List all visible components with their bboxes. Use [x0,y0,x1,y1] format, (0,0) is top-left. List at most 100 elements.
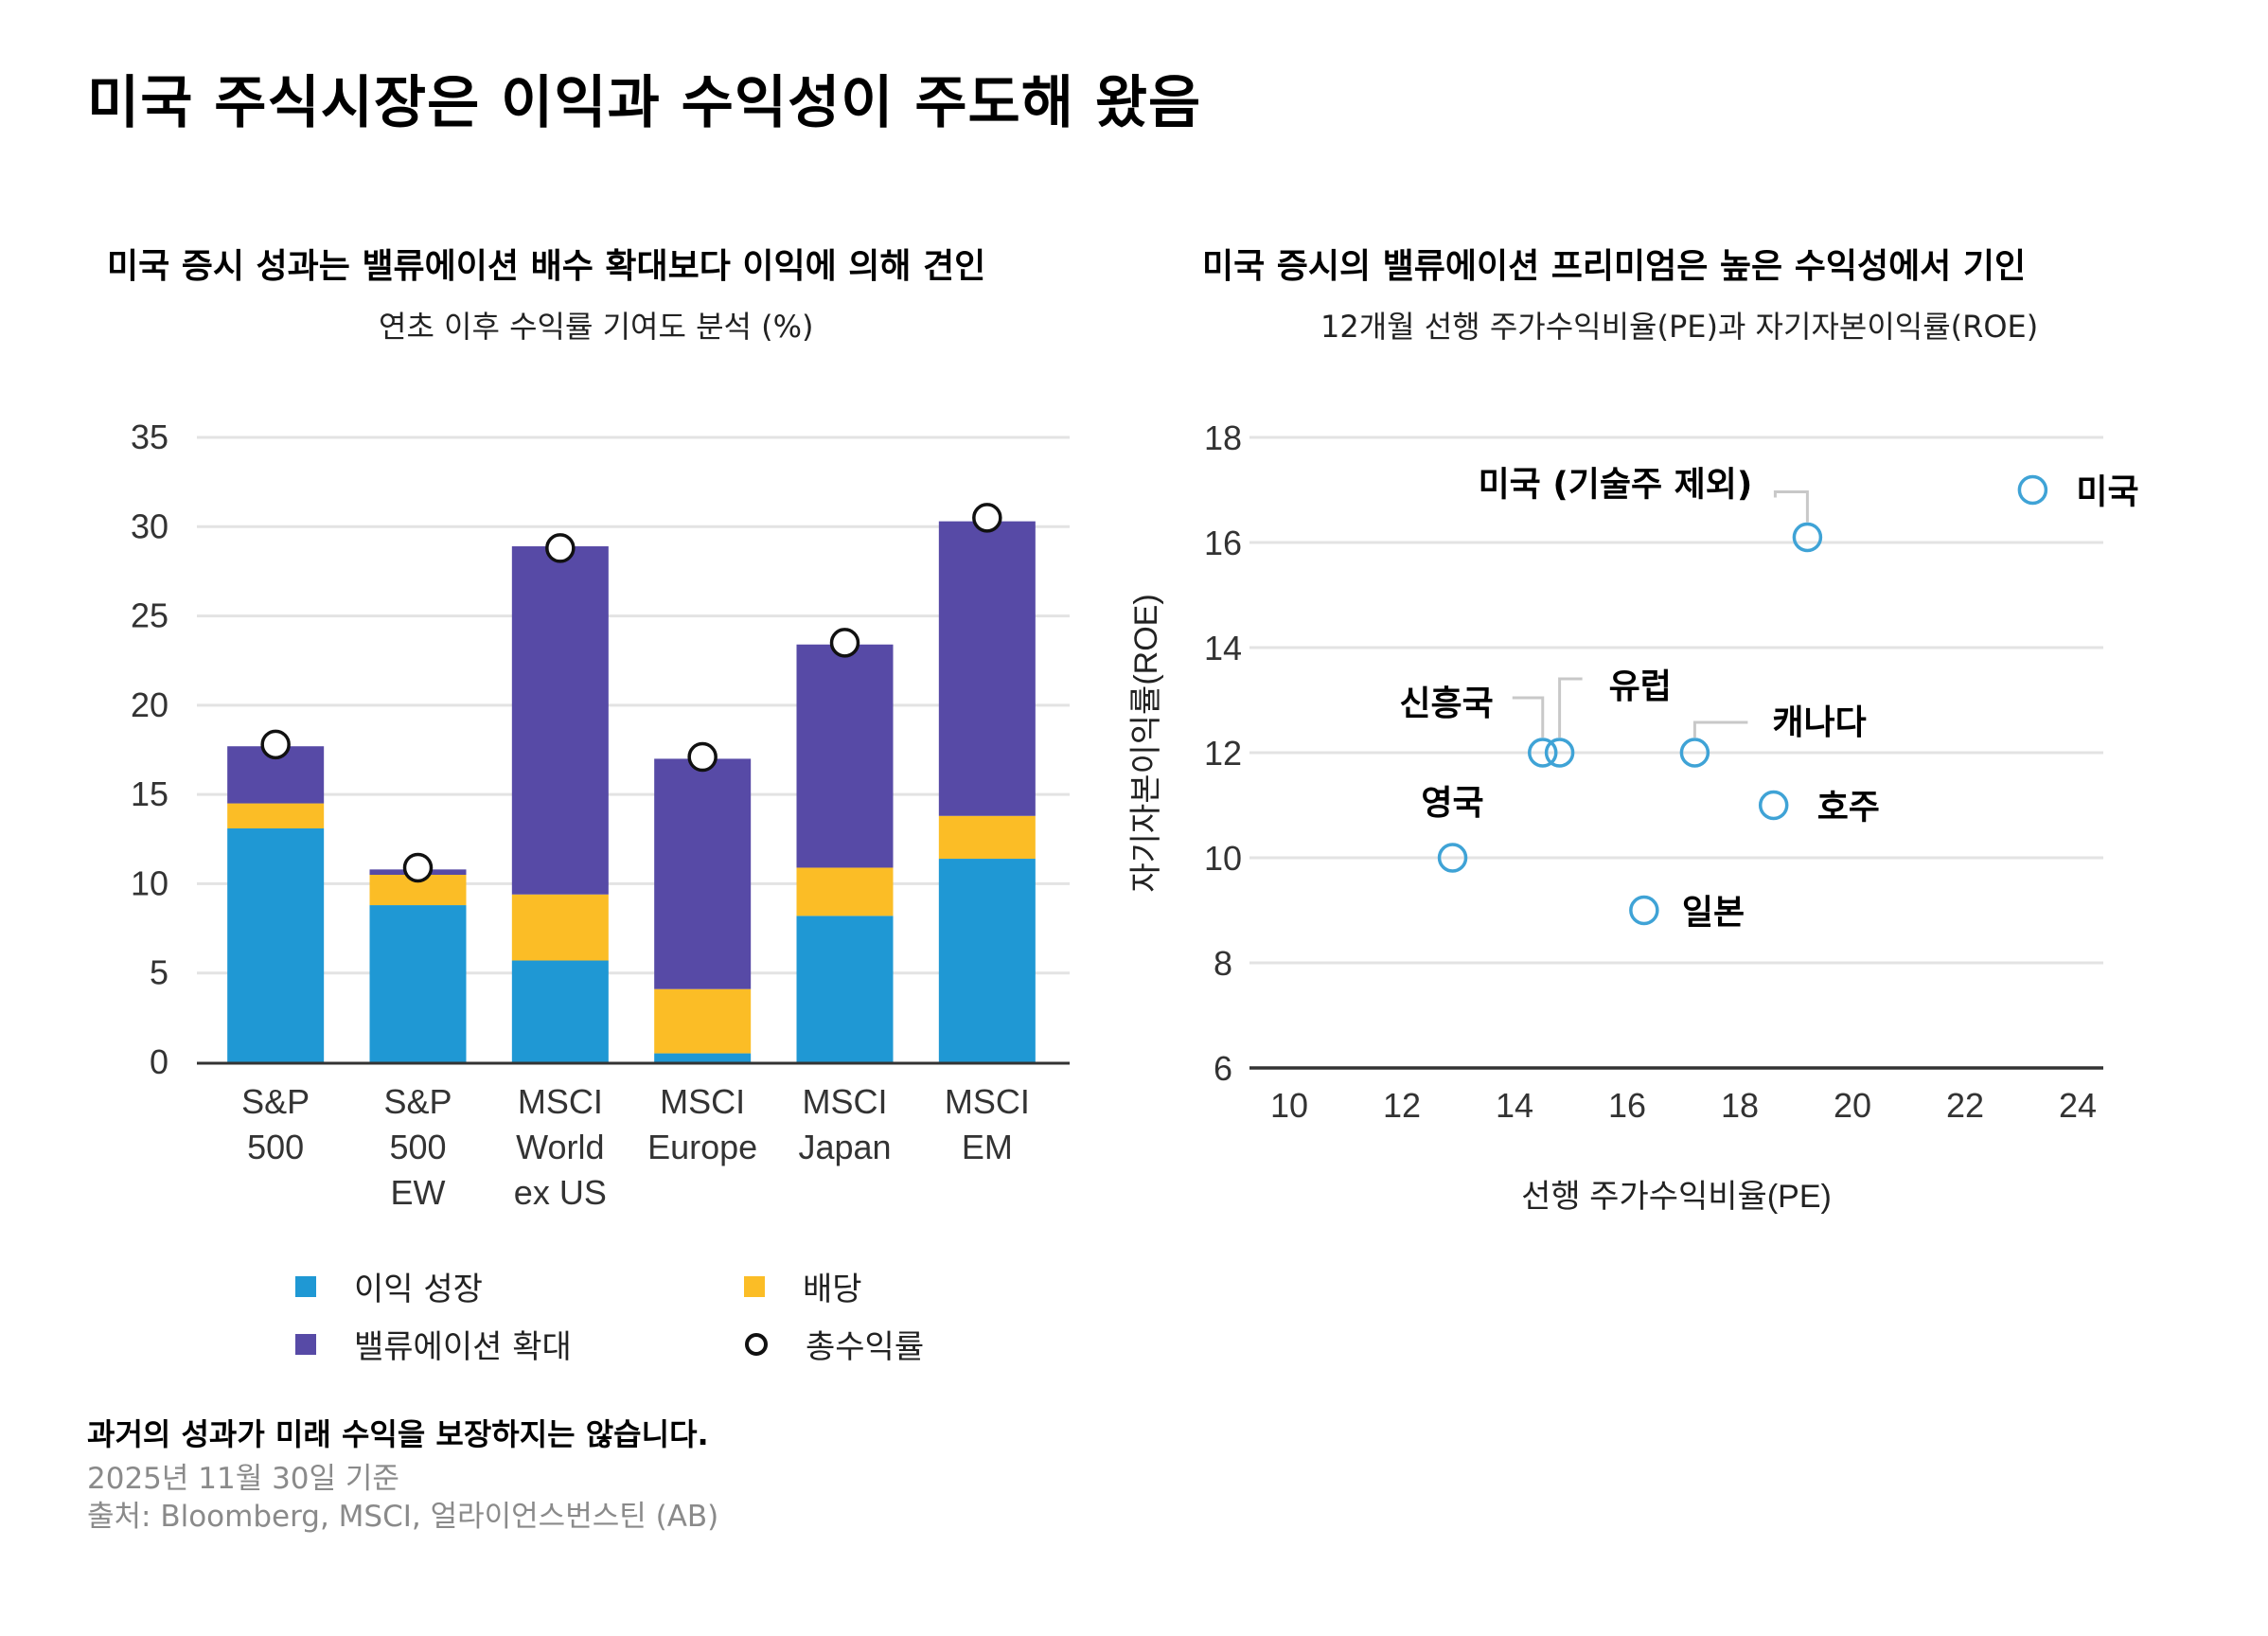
scatter-point [1544,738,1575,768]
right-chart-title: 미국 증시의 밸류에이션 프리미엄은 높은 수익성에서 기인 [1202,247,2027,286]
legend-label-total: 총수익률 [806,1328,925,1366]
point-label: 신흥국 [1399,685,1493,723]
point-label: 미국 (기술주 제외) [1479,465,1753,504]
x-tick-label: 10 [1270,1086,1308,1125]
legend-label-dividend: 배당 [803,1271,862,1308]
point-label: 호주 [1817,789,1880,827]
y-tick-label: 30 [131,507,168,545]
legend-swatch-dividend [744,1275,765,1297]
legend-label-valuation: 밸류에이션 확대 [354,1328,572,1366]
y-tick-label: 18 [1204,418,1242,457]
label-leader-line [1512,696,1545,738]
bar-segment-earnings [796,916,894,1062]
page-title: 미국 주식시장은 이익과 수익성이 주도해 왔음 [87,70,1202,136]
y-tick-label: 14 [1204,629,1242,667]
bar-stack [938,521,1036,1062]
as-of-date: 2025년 11월 30일 기준 [87,1462,399,1496]
y-tick-label: 12 [1204,734,1242,773]
legend-item-valuation: 밸류에이션 확대 [295,1321,572,1367]
y-tick-label: 16 [1204,524,1242,562]
bar-segment-earnings [938,859,1036,1062]
x-tick-label: MSCI World ex US [514,1082,607,1212]
bar-stack [654,758,752,1062]
point-label: 유럽 [1609,667,1672,706]
legend-swatch-earnings [295,1275,316,1297]
y-tick-label: 35 [131,418,168,456]
scatter-point [1679,738,1710,768]
left-chart-title: 미국 증시 성과는 밸류에이션 배수 확대보다 이익에 의해 견인 [107,247,986,286]
bar-chart: 0 5 10 15 20 25 30 35 S&P 500 S&P 500 EW MSCI World ex… [131,418,1070,1212]
bar-stack [511,546,609,1062]
scatter-point [1792,522,1823,553]
y-tick-label: 15 [131,774,168,813]
bar-segment-dividend [654,988,752,1054]
label-leader-line [1773,489,1809,523]
bar-segment-earnings [511,960,609,1062]
x-tick-label: 16 [1608,1086,1646,1125]
point-label: 미국 [2076,473,2138,512]
bar-segment-earnings [369,905,467,1062]
scatter-point [1758,790,1789,821]
disclaimer: 과거의 성과가 미래 수익을 보장하지는 않습니다. [87,1416,709,1452]
x-tick-label: MSCI Europe [647,1082,757,1166]
scatter-point [1528,738,1558,768]
bar-segment-dividend [511,894,609,961]
bar-segment-dividend [227,803,325,828]
y-tick-label: 25 [131,596,168,635]
x-tick-label: S&P 500 EW [383,1082,452,1212]
y-tick-label: 8 [1214,944,1232,983]
legend-label-earnings: 이익 성장 [354,1271,483,1308]
right-chart-subtitle: 12개월 선행 주가수익비율(PE)과 자기자본이익률(ROE) [1320,309,2039,345]
point-label: 영국 [1421,784,1483,823]
scatter-chart: 6 8 10 12 14 16 18 10 12 14 16 18 20 22 24 미국 미국 (기술주 … [1128,418,2139,1215]
total-return-marker [545,533,576,563]
bar-stack [796,644,894,1062]
bar-stack [369,869,467,1062]
left-chart-subtitle: 연초 이후 수익률 기여도 분석 (%) [379,309,814,345]
bar-segment-valuation [938,521,1036,816]
y-tick-label: 10 [1204,839,1242,878]
scatter-point [1629,895,1659,926]
y-tick-label: 20 [131,685,168,724]
bar-segment-earnings [227,827,325,1062]
bar-segment-valuation [511,546,609,895]
label-leader-line [1558,677,1583,738]
scatter-point [1437,843,1468,873]
bar-segment-earnings [654,1053,752,1062]
legend-item-earnings: 이익 성장 [295,1263,483,1309]
source-note: 출처: Bloomberg, MSCI, 얼라이언스번스틴 (AB) [87,1500,719,1534]
legend-swatch-valuation [295,1333,316,1355]
total-return-marker-icon [745,1332,768,1356]
bar-segment-dividend [796,867,894,916]
x-tick-label: 14 [1496,1086,1533,1125]
x-tick-label: MSCI Japan [798,1082,891,1166]
total-return-marker [402,852,434,883]
x-tick-label: S&P 500 [241,1082,310,1166]
point-label: 캐나다 [1772,703,1866,742]
legend-item-dividend: 배당 [744,1263,862,1309]
total-return-marker [687,741,718,773]
bar-segment-dividend [938,815,1036,860]
y-tick-label: 0 [150,1042,168,1081]
x-tick-label: 24 [2059,1086,2097,1125]
x-tick-label: 20 [1834,1086,1871,1125]
legend-item-total: 총수익률 [745,1321,925,1367]
total-return-marker [829,628,860,658]
total-return-marker [972,503,1002,533]
y-tick-label: 6 [1214,1049,1232,1088]
scatter-y-axis-title: 자기자본이익률(ROE) [1128,594,1164,892]
x-tick-label: MSCI EM [945,1082,1030,1166]
point-label: 일본 [1682,894,1745,933]
bar-stack [227,746,325,1062]
total-return-marker [260,729,291,760]
bar-segment-valuation [654,758,752,989]
x-tick-label: 18 [1721,1086,1759,1125]
scatter-point [2017,474,2048,506]
x-tick-label: 12 [1383,1086,1421,1125]
label-leader-line [1692,720,1748,738]
y-tick-label: 10 [131,863,168,902]
bar-segment-valuation [796,644,894,868]
scatter-x-axis-title: 선행 주가수익비율(PE) [1521,1179,1832,1215]
y-tick-label: 5 [150,953,168,992]
x-tick-label: 22 [1946,1086,1984,1125]
